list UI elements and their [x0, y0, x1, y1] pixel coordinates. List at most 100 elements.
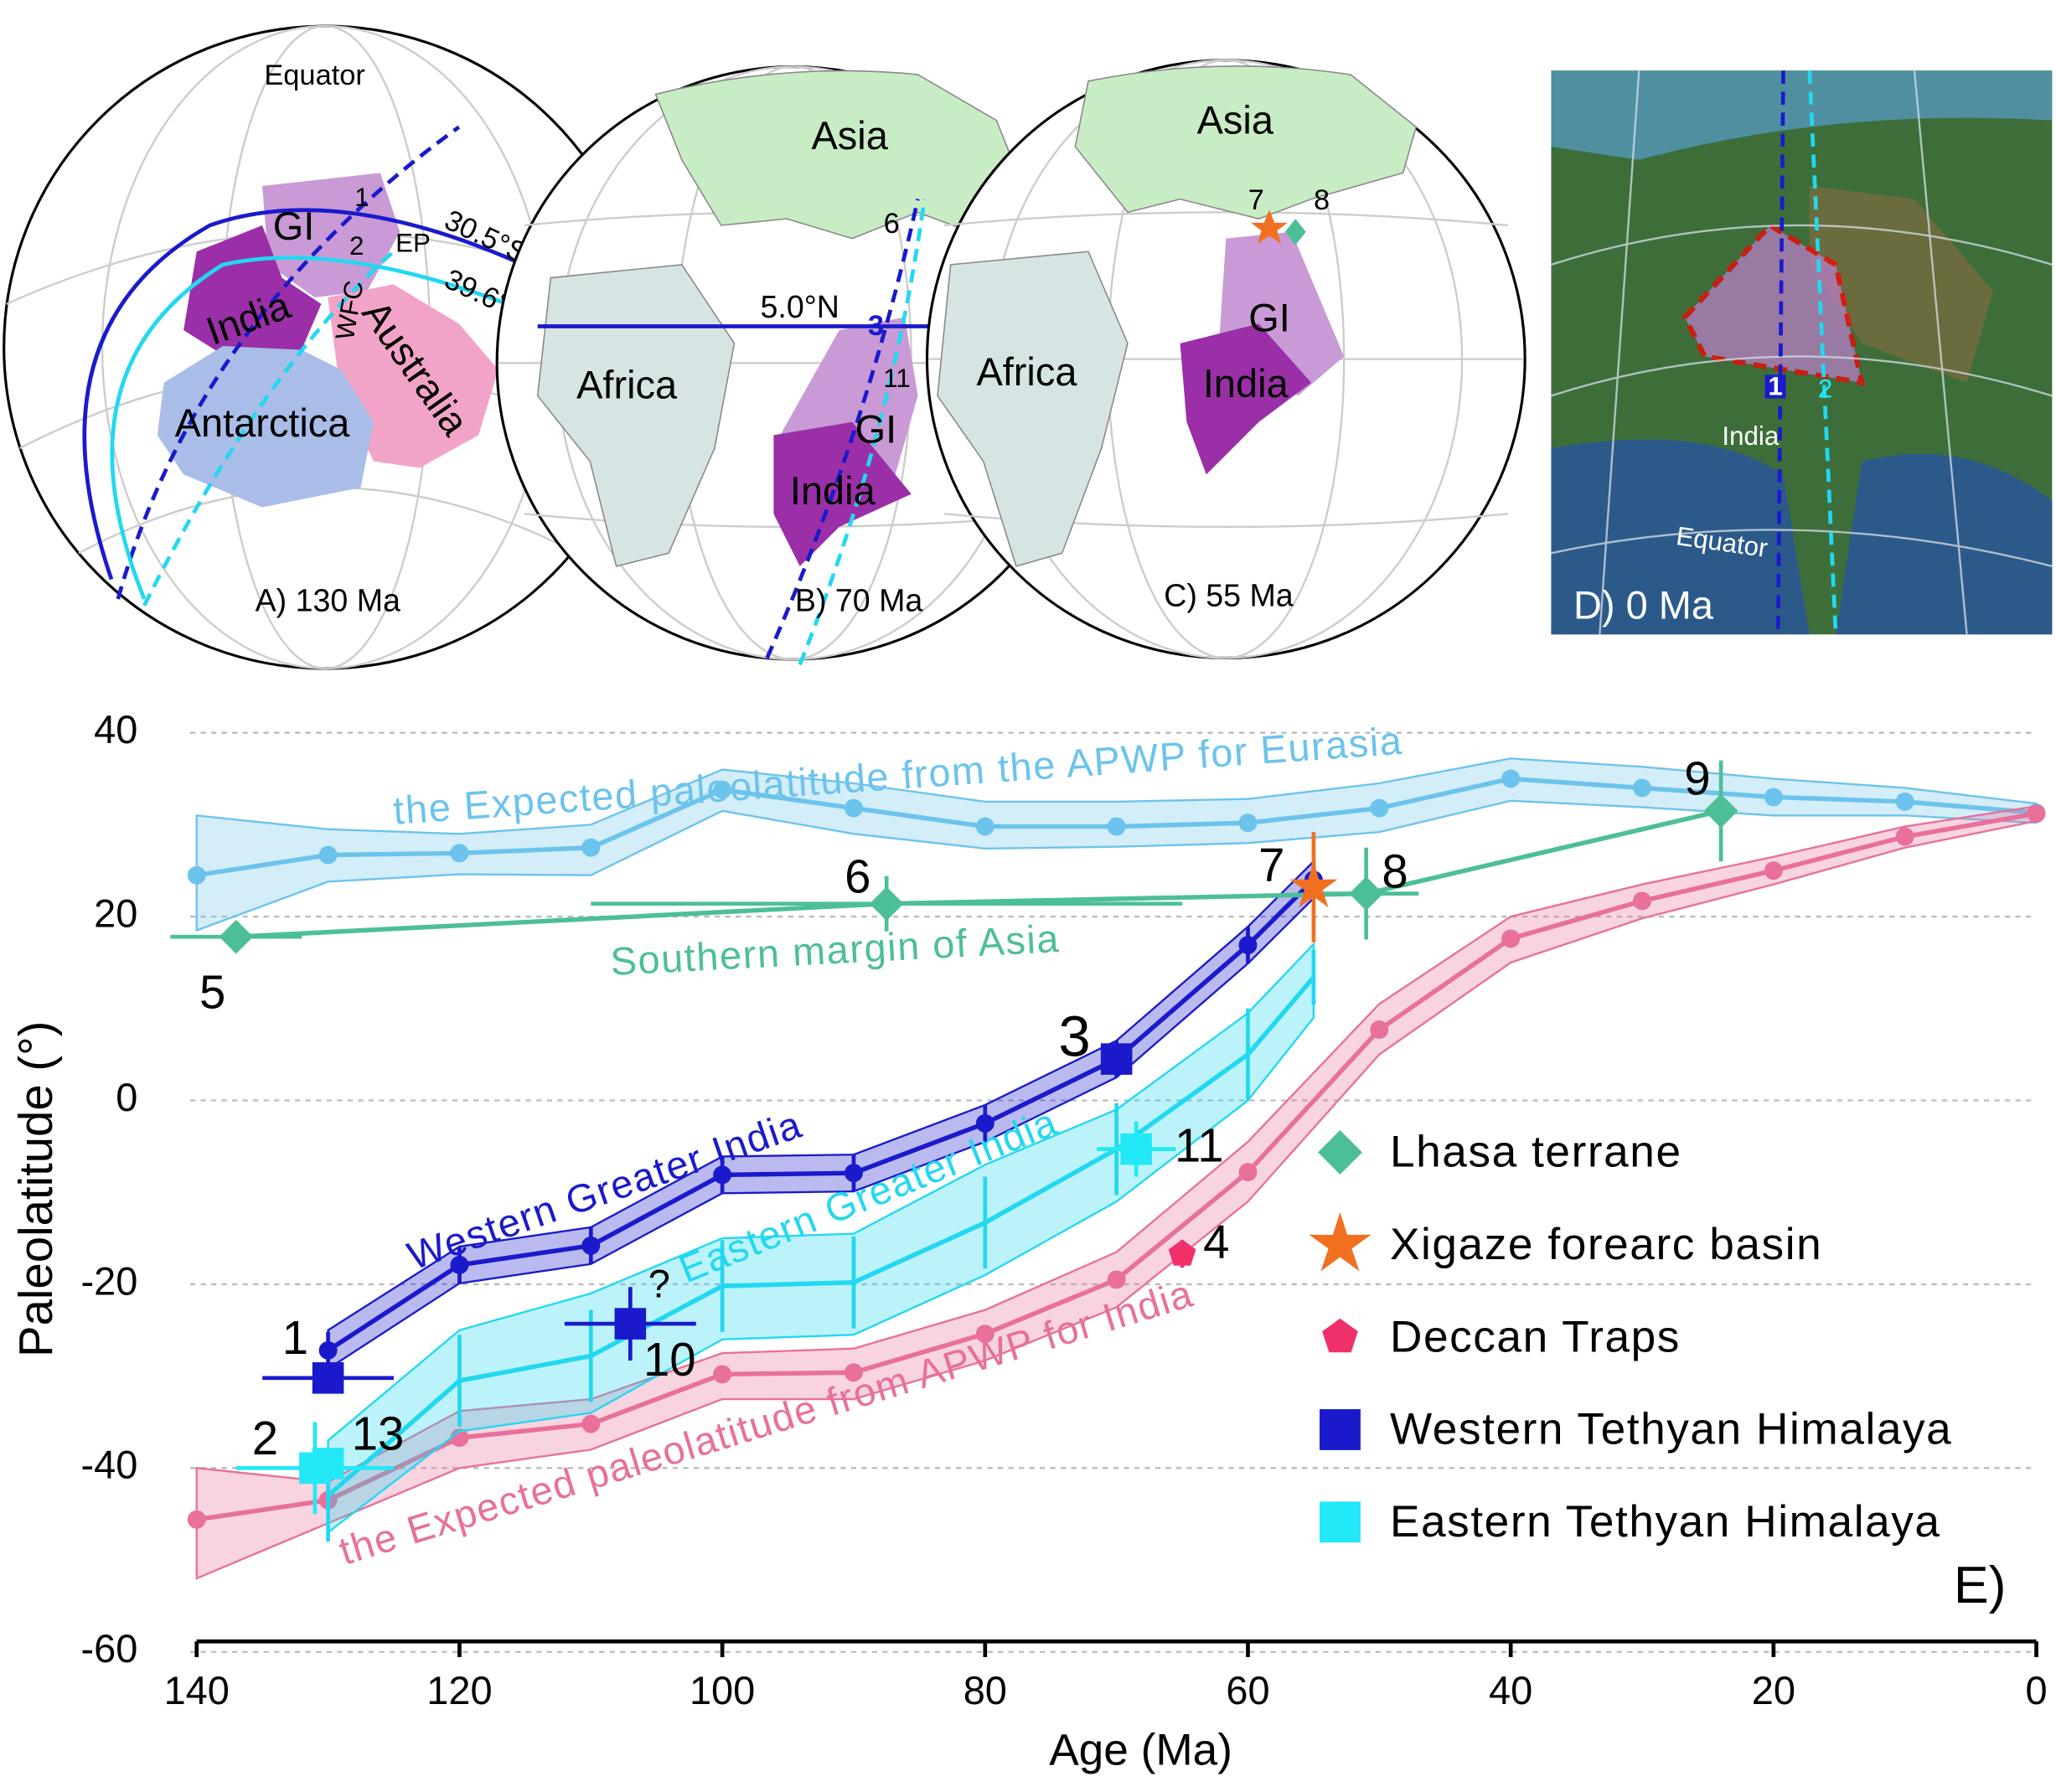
panel-label: A) 130 Ma: [256, 583, 400, 618]
point: [318, 845, 338, 865]
point-label: 5: [199, 966, 225, 1019]
map-d: India Equator 1 2 D) 0 Ma: [1551, 70, 2053, 635]
map-a: Equator GI India Antarctica Australia 30…: [3, 24, 648, 670]
x-tick-label: 0: [2025, 1668, 2047, 1712]
point-label: 7: [1258, 839, 1284, 891]
point: [845, 1363, 863, 1382]
chart: Age (Ma) Paleolatitude (°) E) -60 -40 -20 0…: [9, 707, 2048, 1774]
marker: [312, 1362, 344, 1394]
point: [845, 798, 863, 818]
map-label: 1: [354, 183, 369, 212]
point: [187, 865, 206, 885]
map-label: GI: [273, 204, 315, 248]
point: [975, 1325, 994, 1344]
band: [327, 942, 1315, 1535]
x-tick-label: 40: [1489, 1668, 1532, 1712]
map-label: 11: [883, 364, 911, 393]
point: [1895, 827, 1914, 846]
point: [1764, 861, 1783, 881]
point: [1238, 813, 1258, 833]
point-label: 4: [1203, 1216, 1229, 1268]
point: [1370, 798, 1389, 818]
point: [713, 780, 732, 799]
x-tick-label: 140: [164, 1668, 230, 1712]
point: [318, 1340, 338, 1360]
point-label: 10: [643, 1333, 696, 1386]
y-axis-title: Paleolatitude (°): [9, 1021, 62, 1357]
point: [845, 1164, 863, 1183]
point: [1764, 788, 1783, 807]
panel-label: C) 55 Ma: [1164, 577, 1294, 612]
point: [1501, 769, 1521, 788]
point: [1238, 1163, 1258, 1182]
point: [713, 1365, 732, 1384]
point: [713, 1165, 732, 1185]
map-c: Asia Africa GI India 7 8 C) 55 Ma: [925, 59, 1527, 660]
marker: [1349, 876, 1383, 911]
legend-marker: [1309, 1211, 1372, 1272]
y-tick-label: 20: [94, 891, 137, 935]
marker: [869, 886, 904, 922]
map-label: Asia: [811, 113, 888, 158]
point-label: 13: [352, 1407, 405, 1459]
point-note: ?: [648, 1262, 670, 1306]
panel-label: B) 70 Ma: [795, 583, 922, 618]
y-tick-label: -60: [80, 1626, 137, 1671]
map-label: 6: [884, 208, 900, 240]
point: [1107, 817, 1126, 836]
point: [450, 1428, 469, 1448]
map-label: GI: [855, 407, 897, 452]
map-label: India: [790, 468, 876, 513]
series-line: [326, 975, 1315, 1498]
series-line: [235, 808, 1722, 939]
map-label: 8: [1314, 184, 1330, 216]
marker: [1168, 1239, 1196, 1266]
x-tick-label: 20: [1752, 1668, 1795, 1712]
y-tick-label: -20: [80, 1258, 137, 1303]
y-tick-label: 40: [94, 707, 137, 751]
map-label: GI: [1248, 296, 1290, 340]
map-label: 1: [1768, 371, 1782, 400]
point: [975, 1113, 994, 1133]
map-label: 7: [1248, 184, 1264, 216]
point-label: 1: [282, 1311, 308, 1364]
point-label: 11: [1175, 1119, 1223, 1172]
point: [1501, 929, 1521, 948]
marker: [1289, 861, 1338, 908]
point: [1633, 891, 1651, 911]
point: [1370, 1020, 1389, 1039]
legend-label: Xigaze forearc basin: [1390, 1220, 1822, 1269]
point: [450, 844, 469, 863]
map-label: 2: [349, 231, 364, 261]
marker: [219, 919, 254, 954]
x-tick-label: 60: [1226, 1668, 1269, 1712]
point: [2027, 804, 2046, 824]
marker: [1120, 1133, 1152, 1165]
point-label: 9: [1684, 751, 1710, 804]
y-tick-label: 0: [116, 1075, 137, 1119]
x-tick-label: 120: [426, 1668, 492, 1712]
band: [195, 757, 2038, 932]
map-label: 3: [868, 310, 884, 342]
marker: [614, 1308, 647, 1340]
map-label: India: [1722, 421, 1779, 451]
point: [1633, 778, 1651, 798]
map-label: Asia: [1197, 97, 1274, 142]
legend-label: Eastern Tethyan Himalaya: [1390, 1497, 1941, 1547]
point: [581, 838, 601, 857]
legend-marker: [1320, 1409, 1361, 1450]
y-tick-label: -40: [80, 1443, 137, 1487]
legend-label: Lhasa terrane: [1390, 1128, 1682, 1177]
point-label: 8: [1382, 845, 1408, 898]
point-label: 6: [845, 850, 870, 902]
marker: [1100, 1043, 1133, 1075]
legend-marker: [1322, 1318, 1358, 1353]
legend-marker: [1318, 1130, 1362, 1175]
point-label: 2: [252, 1412, 278, 1464]
marker: [1703, 793, 1738, 829]
marker: [312, 1448, 344, 1480]
point: [1107, 1270, 1126, 1289]
map-b: Asia Africa GI India 5.0°N 6 3 11 B) 70 …: [495, 65, 1092, 666]
